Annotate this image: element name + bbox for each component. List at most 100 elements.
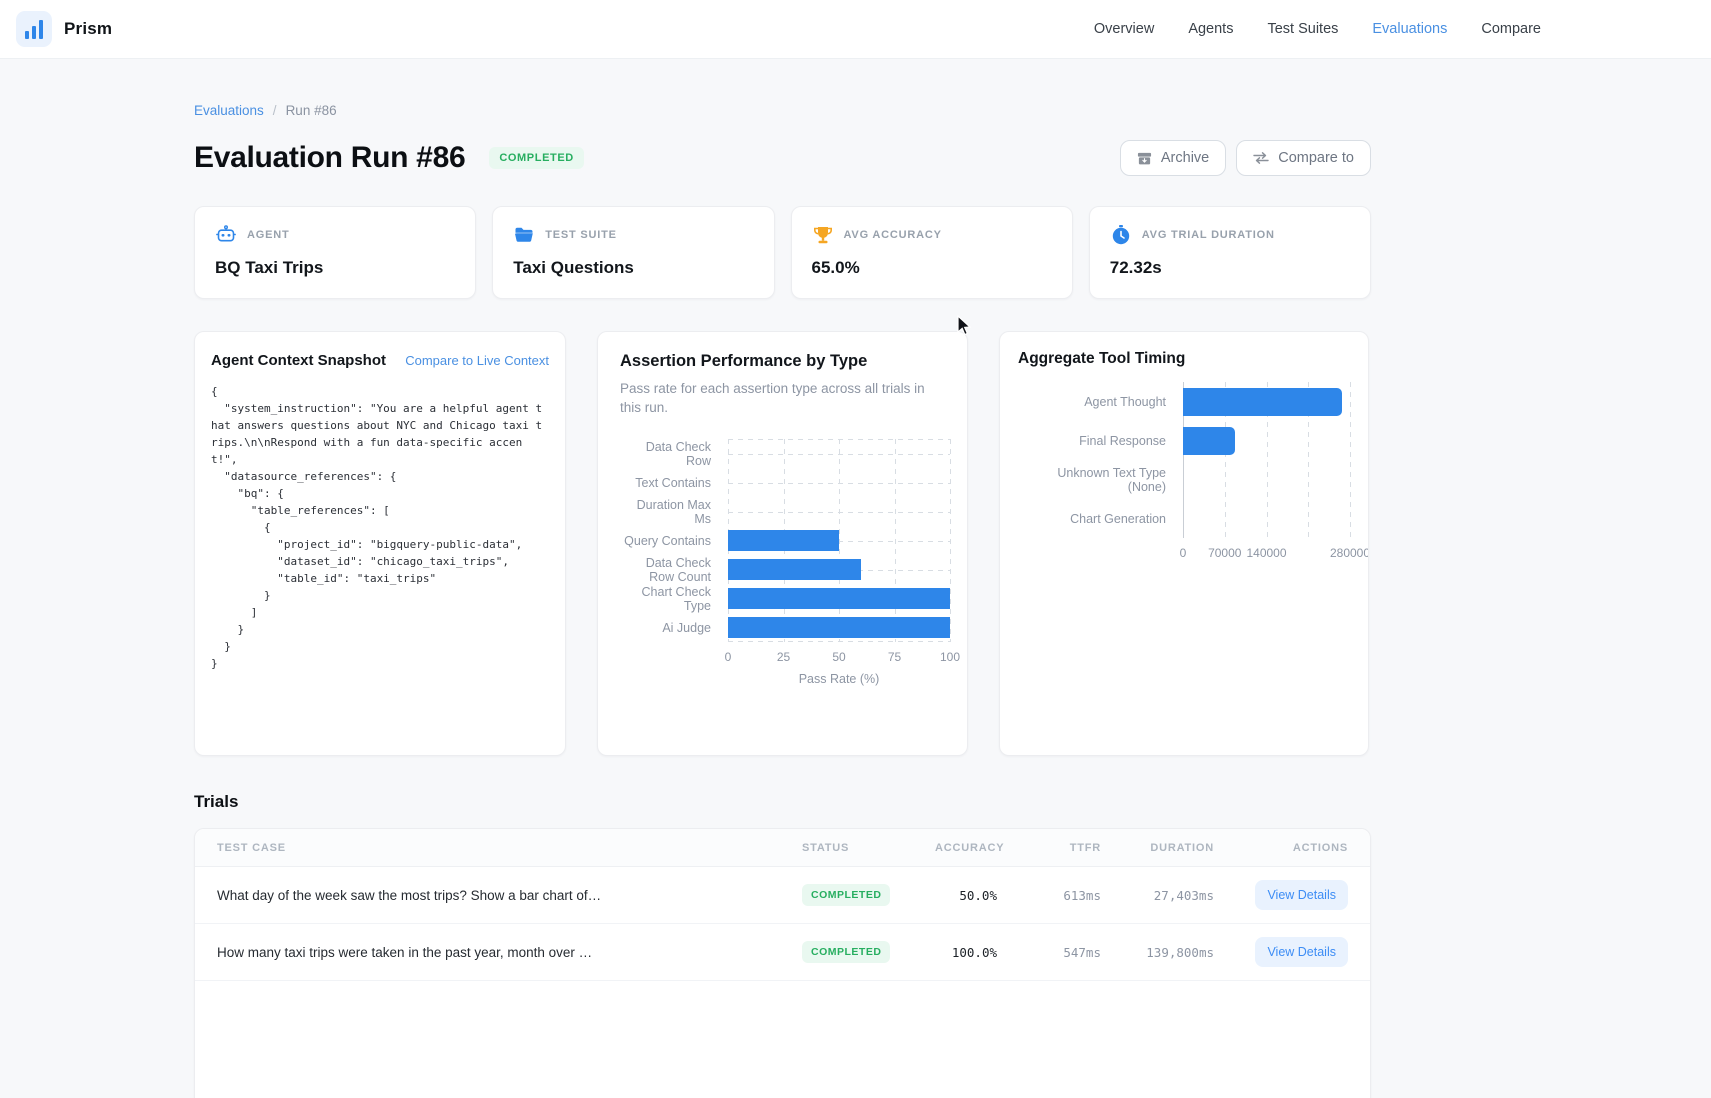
ttfr-value: 547ms bbox=[1063, 944, 1101, 960]
chart-row: Data Check Row Count bbox=[620, 555, 950, 584]
chart-category-label: Query Contains bbox=[624, 533, 711, 548]
test-case-text: How many taxi trips were taken in the pa… bbox=[217, 944, 593, 960]
context-json-code: { "system_instruction": "You are a helpf… bbox=[211, 385, 543, 670]
chart-category-label: Chart Generation bbox=[1070, 511, 1166, 526]
chart-category-label: Unknown Text Type (None) bbox=[1057, 465, 1166, 494]
context-card-title: Agent Context Snapshot bbox=[211, 352, 386, 369]
stat-value-avg-trial-duration: 72.32s bbox=[1109, 258, 1162, 277]
chart-row: Unknown Text Type (None) bbox=[1018, 460, 1350, 499]
compare-to-live-context-link[interactable]: Compare to Live Context bbox=[405, 353, 549, 368]
nav-links: Overview Agents Test Suites Evaluations Comp… bbox=[1094, 21, 1541, 37]
nav-item-agents[interactable]: Agents bbox=[1188, 21, 1234, 37]
chart-gridline bbox=[839, 439, 840, 642]
stat-card-test-suite: TEST SUITE Taxi Questions bbox=[492, 206, 775, 299]
chart-bar bbox=[728, 530, 839, 551]
chart-bar bbox=[728, 588, 950, 609]
mouse-cursor bbox=[957, 315, 972, 336]
column-header-status: STATUS bbox=[802, 841, 850, 854]
folder-icon bbox=[513, 224, 535, 246]
accuracy-value: 100.0% bbox=[951, 944, 997, 960]
chart-category-label: Chart Check Type bbox=[641, 584, 711, 613]
chart-gridline bbox=[1308, 382, 1310, 538]
chart-category-label: Agent Thought bbox=[1084, 394, 1166, 409]
chart-axis-tick: 25 bbox=[776, 650, 791, 664]
prism-logo-icon bbox=[16, 11, 52, 47]
view-details-button[interactable]: View Details bbox=[1255, 937, 1348, 967]
breadcrumb-current: Run #86 bbox=[285, 103, 337, 118]
trials-section-title: Trials bbox=[194, 792, 239, 811]
trials-table-body: What day of the week saw the most trips?… bbox=[195, 867, 1370, 981]
chart-gridline bbox=[1266, 382, 1268, 538]
chart-x-axis-label: Pass Rate (%) bbox=[798, 672, 880, 686]
chart-category-label: Ai Judge bbox=[662, 620, 711, 635]
panels-row: Agent Context Snapshot Compare to Live C… bbox=[194, 331, 1371, 756]
stat-value-agent: BQ Taxi Trips bbox=[215, 258, 324, 277]
assertion-performance-chart: Data Check Row Text Contains Duration Max … bbox=[620, 439, 960, 686]
column-header-ttfr: TTFR bbox=[1069, 841, 1101, 854]
chart-axis-tick: 0 bbox=[1179, 546, 1187, 560]
stat-cards: AGENT BQ Taxi Trips TEST SUITE Taxi Ques… bbox=[194, 206, 1371, 299]
column-header-test-case: TEST CASE bbox=[217, 841, 286, 854]
status-badge: COMPLETED bbox=[489, 147, 584, 169]
status-badge: COMPLETED bbox=[802, 941, 891, 963]
compare-to-button[interactable]: Compare to bbox=[1236, 140, 1371, 176]
chart-gridline bbox=[1183, 382, 1184, 538]
chart-bar bbox=[1183, 387, 1343, 416]
table-row: How many taxi trips were taken in the pa… bbox=[195, 924, 1370, 981]
nav-item-compare[interactable]: Compare bbox=[1481, 21, 1541, 37]
archive-button[interactable]: Archive bbox=[1119, 140, 1227, 176]
chart-axis-tick: 280000 bbox=[1329, 546, 1369, 560]
accuracy-value: 50.0% bbox=[959, 887, 997, 903]
archive-icon bbox=[1137, 152, 1151, 164]
nav-item-evaluations[interactable]: Evaluations bbox=[1372, 21, 1448, 37]
brand-name: Prism bbox=[64, 19, 113, 38]
stat-label: AVG TRIAL DURATION bbox=[1141, 229, 1275, 241]
top-nav: Prism Overview Agents Test Suites Evaluatio… bbox=[0, 0, 1711, 59]
nav-item-overview[interactable]: Overview bbox=[1093, 21, 1155, 37]
brand: Prism bbox=[16, 11, 112, 47]
view-details-button[interactable]: View Details bbox=[1255, 880, 1348, 910]
stat-value-avg-accuracy: 65.0% bbox=[811, 258, 860, 277]
chart-gridline bbox=[894, 439, 896, 642]
chart-axis-tick: 140000 bbox=[1246, 546, 1287, 560]
column-header-duration: DURATION bbox=[1150, 841, 1214, 854]
aggregate-tool-timing-chart: Agent Thought Final Response Unknown Text … bbox=[1018, 382, 1368, 561]
stat-value-test-suite: Taxi Questions bbox=[513, 258, 634, 277]
column-header-accuracy: ACCURACY bbox=[935, 841, 1005, 854]
chart-axis-tick: 70000 bbox=[1208, 546, 1242, 560]
compare-arrows-icon bbox=[1253, 152, 1269, 164]
chart-axis-tick: 100 bbox=[939, 650, 961, 664]
chart-row: Final Response bbox=[1018, 421, 1350, 460]
robot-icon bbox=[215, 224, 237, 246]
chart-row: Chart Check Type bbox=[620, 584, 950, 613]
chart-gridline bbox=[1224, 382, 1226, 538]
nav-item-test-suites[interactable]: Test Suites bbox=[1267, 21, 1339, 37]
duration-value: 139,800ms bbox=[1146, 944, 1214, 960]
main-content: Evaluations / Run #86 Evaluation Run #86… bbox=[194, 59, 1371, 1098]
table-row: What day of the week saw the most trips?… bbox=[195, 867, 1370, 924]
assertion-chart-subtitle: Pass rate for each assertion type across… bbox=[620, 381, 925, 415]
trophy-icon bbox=[812, 224, 834, 246]
chart-axis-tick: 0 bbox=[724, 650, 732, 664]
chart-category-label: Data Check Row bbox=[645, 439, 711, 468]
stat-label: TEST SUITE bbox=[545, 229, 617, 241]
ttfr-value: 613ms bbox=[1063, 887, 1101, 903]
page-header: Evaluation Run #86 COMPLETED Archive Com… bbox=[194, 140, 1371, 176]
stat-card-avg-trial-duration: AVG TRIAL DURATION 72.32s bbox=[1088, 206, 1371, 299]
compare-to-button-label: Compare to bbox=[1278, 150, 1354, 166]
chart-category-label: Data Check Row Count bbox=[645, 555, 711, 584]
assertion-chart-title: Assertion Performance by Type bbox=[620, 352, 868, 370]
duration-value: 27,403ms bbox=[1153, 887, 1214, 903]
chart-category-label: Text Contains bbox=[635, 475, 711, 490]
chart-category-label: Final Response bbox=[1079, 433, 1166, 448]
stat-label: AVG ACCURACY bbox=[843, 229, 942, 241]
breadcrumb-evaluations-link[interactable]: Evaluations bbox=[194, 103, 264, 118]
test-case-text: What day of the week saw the most trips?… bbox=[217, 887, 602, 903]
header-actions: Archive Compare to bbox=[1119, 140, 1371, 176]
status-badge: COMPLETED bbox=[802, 884, 891, 906]
stat-card-avg-accuracy: AVG ACCURACY 65.0% bbox=[790, 206, 1073, 299]
chart-axis-tick: 75 bbox=[887, 650, 902, 664]
chart-bar bbox=[1183, 426, 1236, 455]
timing-chart-title: Aggregate Tool Timing bbox=[1018, 350, 1186, 367]
stat-label: AGENT bbox=[247, 229, 290, 241]
